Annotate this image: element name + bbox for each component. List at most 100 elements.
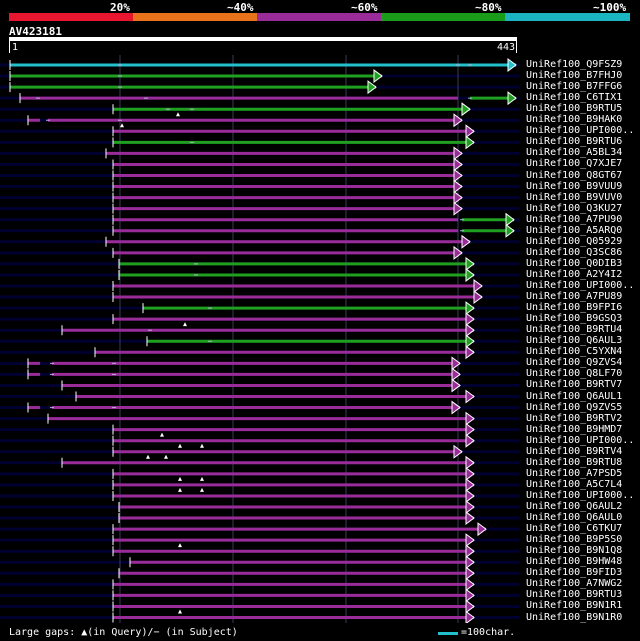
- query-gap-marker: [183, 322, 187, 327]
- hit-label[interactable]: UniRef100_UPI000..: [526, 125, 635, 137]
- hit-end-arrow: [465, 301, 475, 316]
- hit-label[interactable]: UniRef100_A7PU89: [526, 291, 623, 303]
- hit-label[interactable]: UniRef100_Q7XJE7: [526, 158, 623, 170]
- hit-label[interactable]: UniRef100_Q6AUL3: [526, 335, 623, 347]
- hit-end-arrow: [465, 488, 475, 503]
- hit-end-arrow: [465, 433, 475, 448]
- hit-label[interactable]: UniRef100_B9RTV4: [526, 445, 623, 457]
- hit-label[interactable]: UniRef100_B9N1R0: [526, 611, 623, 623]
- hit-label[interactable]: UniRef100_UPI000..: [526, 434, 635, 446]
- hit-label[interactable]: UniRef100_Q8LF70: [526, 368, 623, 380]
- hit-end-arrow: [451, 356, 461, 371]
- query-gap-marker: [200, 487, 204, 492]
- hit-end-arrow: [451, 400, 461, 415]
- scale-label-4: ~100%: [593, 1, 627, 14]
- hit-end-arrow: [465, 334, 475, 349]
- hit-label[interactable]: UniRef100_B9HAK0: [526, 114, 623, 126]
- hit-end-arrow: [465, 267, 475, 282]
- hit-end-arrow: [453, 190, 463, 205]
- hit-label[interactable]: UniRef100_Q9FSZ9: [526, 59, 623, 70]
- hit-label[interactable]: UniRef100_B9N1Q8: [526, 545, 623, 557]
- hit-label[interactable]: UniRef100_Q8GT67: [526, 169, 623, 181]
- hit-end-arrow: [453, 113, 463, 128]
- hit-label[interactable]: UniRef100_C5YXN4: [526, 346, 623, 358]
- hit-label[interactable]: UniRef100_Q9ZVS4: [526, 357, 623, 369]
- query-gap-marker: [178, 476, 182, 481]
- hit-label[interactable]: UniRef100_A7PSD5: [526, 467, 623, 479]
- query-gap-marker: [160, 432, 164, 437]
- hit-end-arrow: [465, 466, 475, 481]
- hit-end-arrow: [461, 102, 471, 117]
- hit-end-arrow: [451, 378, 461, 393]
- hit-end-arrow: [465, 256, 475, 271]
- hit-end-arrow: [477, 522, 487, 537]
- query-gap-marker: [200, 476, 204, 481]
- scale-legend-bar: [438, 632, 458, 635]
- hit-label[interactable]: UniRef100_A5ARQ0: [526, 224, 623, 236]
- query-end: 443: [497, 42, 516, 53]
- hit-label[interactable]: UniRef100_Q3SC86: [526, 246, 623, 258]
- hit-label[interactable]: UniRef100_UPI000..: [526, 280, 635, 291]
- hit-label[interactable]: UniRef100_A2Y4I2: [526, 268, 623, 280]
- hit-label[interactable]: UniRef100_Q6AUL2: [526, 501, 623, 512]
- hit-label[interactable]: UniRef100_B9RTU8: [526, 456, 623, 468]
- hit-label[interactable]: UniRef100_Q05929: [526, 235, 623, 247]
- hit-end-arrow: [465, 312, 475, 327]
- hit-end-arrow: [465, 577, 475, 592]
- scale-label-2: ~60%: [351, 1, 378, 14]
- hit-label[interactable]: UniRef100_B9GSQ3: [526, 313, 623, 325]
- hit-end-arrow: [465, 511, 475, 526]
- hit-end-arrow: [505, 212, 515, 227]
- hit-label[interactable]: UniRef100_B9HW48: [526, 556, 623, 568]
- hit-end-arrow: [465, 555, 475, 570]
- hit-label[interactable]: UniRef100_Q9ZVS5: [526, 401, 623, 413]
- hit-end-arrow: [453, 146, 463, 161]
- hit-label[interactable]: UniRef100_A7NWG2: [526, 578, 623, 590]
- hit-label[interactable]: UniRef100_B9FPI6: [526, 302, 623, 314]
- hit-label[interactable]: UniRef100_B9P5S0: [526, 534, 623, 546]
- hit-end-arrow: [465, 533, 475, 548]
- query-gap-marker: [176, 112, 180, 117]
- hit-end-arrow: [465, 422, 475, 437]
- hit-label[interactable]: UniRef100_Q6AUL1: [526, 390, 623, 402]
- scale-bar-2: [257, 13, 381, 21]
- hit-label[interactable]: UniRef100_B9RTV7: [526, 379, 623, 391]
- hit-end-arrow: [453, 201, 463, 216]
- hit-end-arrow: [453, 179, 463, 194]
- hit-label[interactable]: UniRef100_B9HMD7: [526, 423, 623, 435]
- hit-label[interactable]: UniRef100_Q6AUL0: [526, 512, 623, 524]
- hit-label[interactable]: UniRef100_B9N1R1: [526, 600, 623, 612]
- hit-label[interactable]: UniRef100_B9RTU6: [526, 136, 623, 148]
- hit-label[interactable]: UniRef100_A7PU90: [526, 213, 623, 225]
- hit-end-arrow: [453, 245, 463, 260]
- hit-end-arrow: [473, 279, 483, 293]
- query-end-tick: [516, 41, 517, 53]
- hit-label[interactable]: UniRef100_C6TKU7: [526, 523, 623, 535]
- alignment-hits-graphic: [0, 55, 520, 623]
- hit-label[interactable]: UniRef100_A5BL34: [526, 147, 623, 159]
- hit-label[interactable]: UniRef100_B7FFG6: [526, 81, 623, 93]
- hit-label[interactable]: UniRef100_UPI000..: [526, 489, 635, 501]
- hit-end-arrow: [461, 234, 471, 249]
- hit-end-arrow: [465, 477, 475, 492]
- query-bar: [9, 37, 517, 41]
- hit-label[interactable]: UniRef100_Q0DIB3: [526, 257, 623, 269]
- hit-label[interactable]: UniRef100_B9RTU5: [526, 103, 623, 115]
- hit-label[interactable]: UniRef100_B9VUU9: [526, 180, 623, 192]
- scale-bar-4: [505, 13, 630, 21]
- query-gap-marker: [178, 609, 182, 614]
- hit-label[interactable]: UniRef100_B9RTV2: [526, 412, 623, 424]
- hit-label[interactable]: UniRef100_B9RTU3: [526, 589, 623, 601]
- hit-end-arrow: [465, 610, 475, 623]
- scale-label-0: 20%: [110, 1, 130, 14]
- hit-label[interactable]: UniRef100_A5C7L4: [526, 478, 623, 490]
- hit-label[interactable]: UniRef100_B9FID3: [526, 567, 623, 579]
- hit-label[interactable]: UniRef100_B9RTU4: [526, 324, 623, 336]
- scale-label-3: ~80%: [475, 1, 502, 14]
- hit-label[interactable]: UniRef100_C6TIX1: [526, 92, 623, 104]
- hit-label[interactable]: UniRef100_B7FHJ0: [526, 70, 623, 82]
- hit-label[interactable]: UniRef100_B9VUV0: [526, 191, 623, 203]
- hit-label[interactable]: UniRef100_Q3KU27: [526, 202, 623, 214]
- hit-end-arrow: [465, 588, 475, 603]
- hit-end-arrow: [465, 124, 475, 139]
